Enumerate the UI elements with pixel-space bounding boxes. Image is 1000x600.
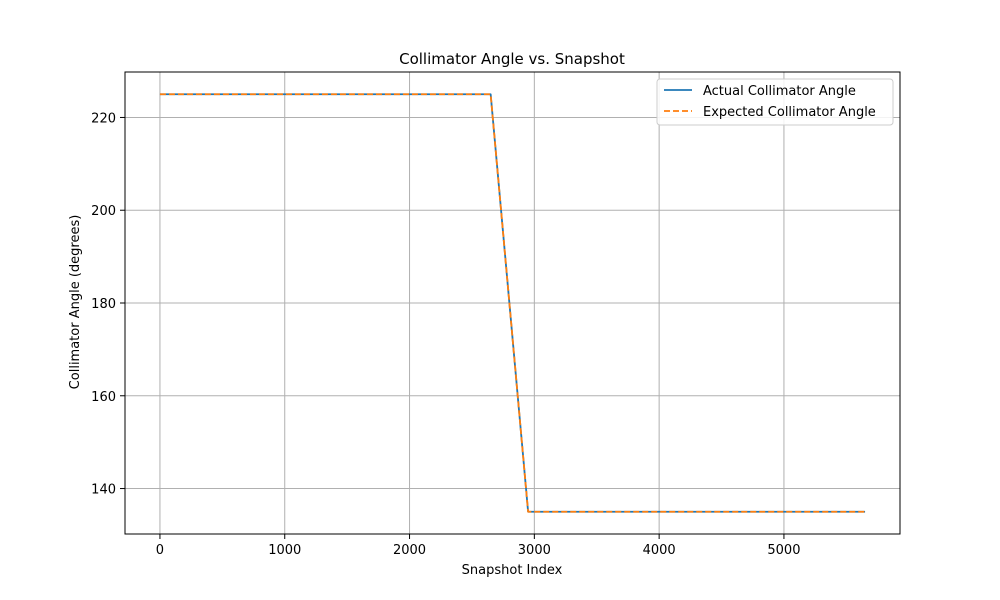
chart-title: Collimator Angle vs. Snapshot <box>399 50 625 68</box>
axis-ticks: 0 1000 2000 3000 4000 5000 140 160 180 200 220 <box>91 111 800 558</box>
legend-box <box>656 78 894 126</box>
y-tick-label: 200 <box>91 204 116 219</box>
y-axis-label: Collimator Angle (degrees) <box>68 215 83 390</box>
legend: Actual Collimator Angle Expected Collima… <box>656 78 894 126</box>
x-tick-label: 0 <box>156 543 164 558</box>
y-tick-label: 220 <box>91 111 116 126</box>
x-tick-label: 5000 <box>767 543 800 558</box>
x-tick-label: 3000 <box>518 543 551 558</box>
series-line-expected <box>159 93 866 513</box>
y-tick-label: 160 <box>91 390 116 405</box>
x-axis-label: Snapshot Index <box>462 563 563 578</box>
y-tick-label: 140 <box>91 483 116 498</box>
legend-label-expected: Expected Collimator Angle <box>703 105 876 120</box>
legend-label-actual: Actual Collimator Angle <box>703 84 856 99</box>
x-tick-label: 1000 <box>268 543 301 558</box>
series-lines <box>159 93 866 513</box>
y-tick-label: 180 <box>91 297 116 312</box>
x-tick-label: 2000 <box>393 543 426 558</box>
x-tick-label: 4000 <box>643 543 676 558</box>
